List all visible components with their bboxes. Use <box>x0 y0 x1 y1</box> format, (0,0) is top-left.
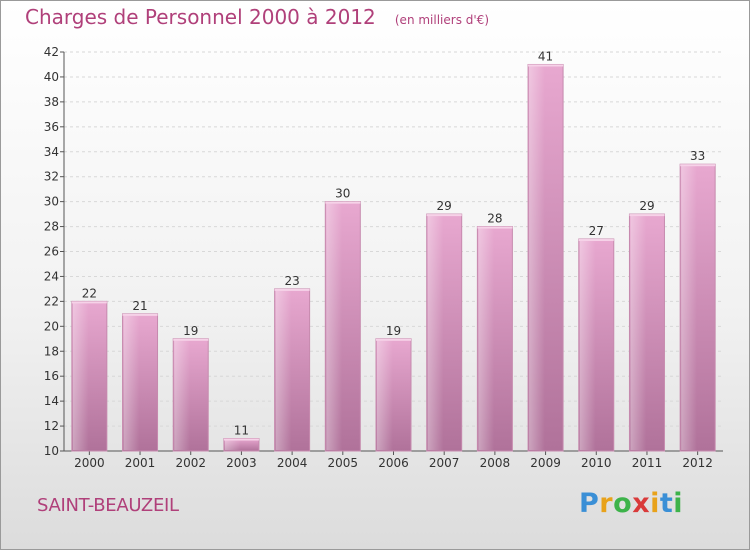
x-tick-label: 2010 <box>581 456 612 470</box>
logo-letter: r <box>599 488 614 519</box>
data-label: 33 <box>690 149 705 163</box>
x-tick-label: 2005 <box>328 456 359 470</box>
y-tick-label: 36 <box>44 120 59 134</box>
bar-top-edge <box>223 438 259 441</box>
bar-top-edge <box>477 226 513 229</box>
data-label: 19 <box>386 324 401 338</box>
y-tick-label: 28 <box>44 220 59 234</box>
bar-top-edge <box>122 313 158 316</box>
data-label: 11 <box>234 424 249 438</box>
bar-highlight <box>681 165 697 450</box>
y-tick-label: 40 <box>44 70 59 84</box>
bar-top-edge <box>274 288 310 291</box>
y-tick-label: 38 <box>44 95 59 109</box>
data-label: 29 <box>437 199 452 213</box>
bar-highlight <box>579 240 596 450</box>
y-tick-label: 20 <box>44 319 59 333</box>
bar-highlight <box>224 439 241 450</box>
y-tick-label: 18 <box>44 344 59 358</box>
y-tick-label: 22 <box>44 294 59 308</box>
bar-highlight <box>326 202 343 450</box>
bar-highlight <box>630 215 647 450</box>
y-tick-label: 14 <box>44 394 59 408</box>
x-tick-label: 2004 <box>277 456 308 470</box>
labels: 10 12 14 16 18 20 22 24 26 28 30 32 34 36 38 40 42 22 2000… <box>44 45 713 470</box>
data-label: 41 <box>538 49 553 63</box>
bar-top-edge <box>71 301 107 304</box>
bar-highlight <box>377 339 393 450</box>
y-tick-label: 34 <box>44 145 59 159</box>
x-tick-label: 2008 <box>480 456 511 470</box>
logo-letter: i <box>673 488 684 519</box>
x-tick-label: 2002 <box>175 456 206 470</box>
data-label: 23 <box>284 274 299 288</box>
bar-highlight <box>275 289 292 450</box>
x-tick-label: 2007 <box>429 456 460 470</box>
bar-top-edge <box>578 239 614 242</box>
bar-highlight <box>174 339 190 450</box>
y-tick-label: 16 <box>44 369 59 383</box>
bar-top-edge <box>173 338 209 341</box>
logo-letter: t <box>659 488 674 519</box>
logo-letter: P <box>579 488 600 519</box>
y-tick-label: 30 <box>44 195 59 209</box>
x-tick-label: 2011 <box>632 456 663 470</box>
data-label: 28 <box>487 212 502 226</box>
proxiti-logo[interactable]: Proxiti <box>579 488 683 519</box>
bar-top-edge <box>376 338 411 341</box>
y-tick-label: 42 <box>44 45 59 59</box>
bars <box>71 63 716 452</box>
bar-top-edge <box>426 214 462 217</box>
logo-letter: i <box>650 488 660 519</box>
bar-highlight <box>427 215 444 450</box>
chart-title: Charges de Personnel 2000 à 2012 <box>25 5 376 29</box>
data-label: 29 <box>639 199 654 213</box>
y-tick-label: 32 <box>44 170 59 184</box>
bar-highlight <box>72 302 89 450</box>
x-tick-label: 2000 <box>74 456 105 470</box>
x-tick-label: 2001 <box>125 456 156 470</box>
data-label: 21 <box>132 299 147 313</box>
logo-letter: x <box>632 488 651 519</box>
y-tick-label: 10 <box>44 444 59 458</box>
bar-highlight <box>529 65 545 450</box>
bar-highlight <box>123 314 140 450</box>
commune-name: SAINT-BEAUZEIL <box>37 495 179 516</box>
x-tick-label: 2003 <box>226 456 257 470</box>
chart-subtitle: (en milliers d'€) <box>394 13 489 27</box>
y-tick-label: 12 <box>44 419 59 433</box>
x-tick-label: 2012 <box>682 456 713 470</box>
y-tick-label: 26 <box>44 245 59 259</box>
data-label: 30 <box>335 187 350 201</box>
data-label: 19 <box>183 324 198 338</box>
bar-top-edge <box>325 201 361 204</box>
bar-top-edge <box>680 164 716 167</box>
chart-header: Charges de Personnel 2000 à 2012 (en mil… <box>25 5 489 29</box>
y-tick-label: 24 <box>44 269 59 283</box>
logo-letter: o <box>613 488 633 519</box>
bar-highlight <box>478 227 495 450</box>
data-label: 22 <box>82 286 97 300</box>
bar-top-edge <box>629 214 665 217</box>
x-tick-label: 2009 <box>530 456 561 470</box>
bar-top-edge <box>528 64 564 67</box>
data-label: 27 <box>589 224 604 238</box>
x-tick-label: 2006 <box>378 456 409 470</box>
